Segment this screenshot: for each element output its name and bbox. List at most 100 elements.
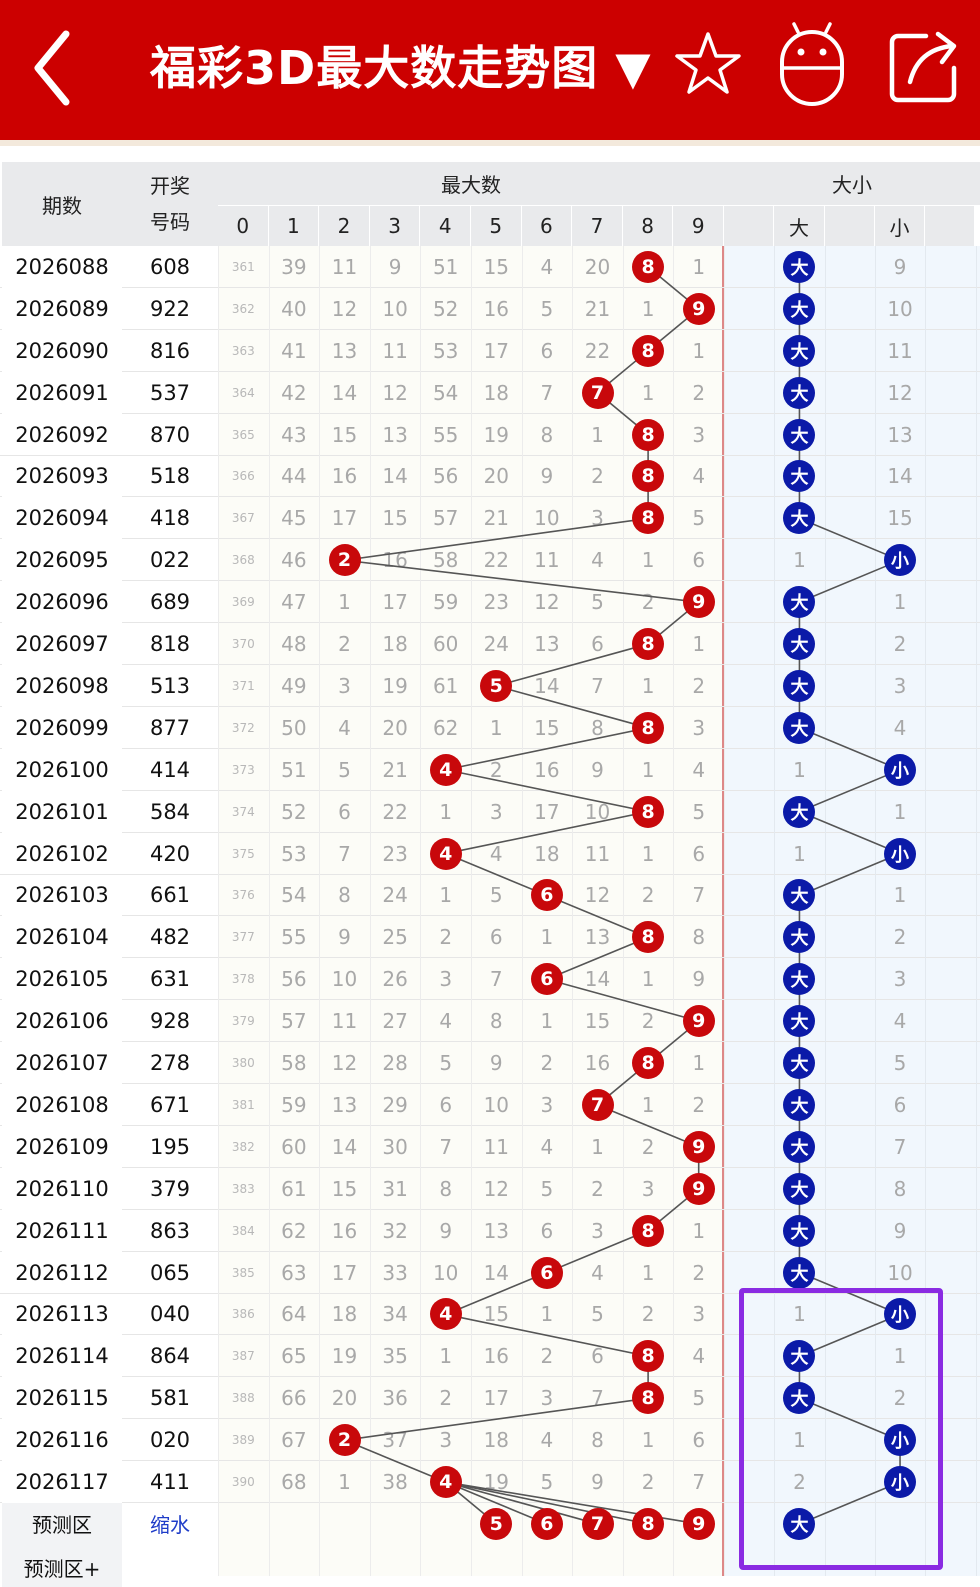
table-draw: 414 <box>149 757 191 782</box>
miss-small: 10 <box>887 296 913 321</box>
miss-count: 4 <box>540 1134 554 1159</box>
miss-small: 13 <box>887 422 913 447</box>
miss-count: 3 <box>439 1428 453 1453</box>
miss-count: 21 <box>584 296 611 321</box>
robot-icon[interactable] <box>776 22 848 112</box>
miss-small: 2 <box>893 925 907 950</box>
header-digit-0: 0 <box>218 206 269 246</box>
miss-small: 3 <box>893 673 907 698</box>
miss-count: 52 <box>281 799 307 824</box>
max-digit-ball: 9 <box>682 1005 715 1038</box>
miss-count: 6 <box>692 841 706 866</box>
predict-digit-ball[interactable]: 5 <box>480 1507 513 1540</box>
miss-count: 16 <box>331 464 358 489</box>
row-divider <box>0 370 980 372</box>
section-divider <box>722 246 724 1576</box>
size-big-ball: 大 <box>783 586 816 619</box>
miss-count: 370 <box>231 637 255 652</box>
miss-count: 12 <box>534 590 560 615</box>
miss-count: 5 <box>540 1470 554 1495</box>
share-icon[interactable] <box>886 22 966 108</box>
miss-count: 1 <box>489 715 503 740</box>
miss-count: 4 <box>591 1260 604 1285</box>
table-draw: 420 <box>149 841 191 866</box>
max-digit-ball: 9 <box>682 292 715 325</box>
miss-count: 382 <box>231 1139 255 1154</box>
miss-count: 8 <box>489 1009 503 1034</box>
miss-count: 3 <box>540 1386 554 1411</box>
miss-count: 20 <box>483 464 510 489</box>
max-trend-line <box>445 1271 548 1316</box>
column-divider <box>622 246 624 1576</box>
miss-count: 3 <box>439 967 453 992</box>
star-icon[interactable] <box>672 22 744 102</box>
max-trend-line <box>445 852 548 897</box>
max-digit-ball: 9 <box>682 1172 715 1205</box>
table-period: 2026116 <box>2 1419 122 1462</box>
table-draw: 631 <box>149 967 191 992</box>
page-title[interactable]: 福彩3D最大数走势图 ▼ <box>150 41 652 95</box>
table-period: 2026091 <box>2 371 122 414</box>
predict-digit-ball[interactable]: 8 <box>632 1507 665 1540</box>
miss-count: 9 <box>591 757 604 782</box>
miss-count: 364 <box>231 385 255 400</box>
miss-count: 7 <box>338 841 351 866</box>
back-arrow-icon[interactable] <box>30 28 90 108</box>
miss-count: 367 <box>231 511 255 526</box>
predict-digit-ball[interactable]: 6 <box>530 1507 563 1540</box>
miss-count: 9 <box>591 1470 604 1495</box>
miss-count: 2 <box>692 673 706 698</box>
row-divider <box>0 538 980 540</box>
table-period: 2026106 <box>2 1000 122 1043</box>
miss-count: 18 <box>534 841 560 866</box>
miss-count: 4 <box>692 1344 706 1369</box>
miss-count: 13 <box>584 925 611 950</box>
row-divider <box>0 622 980 624</box>
header-digit-8: 8 <box>622 206 674 246</box>
max-trend-line <box>344 559 699 603</box>
predict-size-ball[interactable]: 大 <box>783 1507 816 1540</box>
miss-count: 2 <box>540 1344 554 1369</box>
miss-count: 22 <box>382 799 408 824</box>
max-digit-ball: 6 <box>530 963 563 996</box>
column-divider <box>268 246 270 1576</box>
miss-count: 15 <box>331 422 358 447</box>
column-divider <box>874 246 876 1576</box>
header-draw-line2: 号码 <box>150 210 190 234</box>
header-max-group: 最大数 <box>218 162 724 206</box>
miss-count: 58 <box>281 1051 307 1076</box>
row-divider <box>0 957 980 959</box>
max-trend-line <box>445 768 649 813</box>
miss-count: 12 <box>331 1051 358 1076</box>
size-small-ball: 小 <box>884 837 917 870</box>
row-divider <box>0 999 980 1001</box>
miss-count: 53 <box>281 841 307 866</box>
miss-count: 18 <box>331 1302 358 1327</box>
miss-count: 57 <box>281 1009 307 1034</box>
miss-count: 5 <box>692 1386 706 1411</box>
miss-count: 27 <box>382 1009 408 1034</box>
table-period: 2026094 <box>2 497 122 540</box>
max-trend-line <box>546 1229 649 1274</box>
miss-count: 385 <box>231 1265 255 1280</box>
miss-count: 1 <box>692 254 706 279</box>
miss-count: 43 <box>281 422 307 447</box>
table-draw: 379 <box>149 1176 191 1201</box>
predict-shrink-link[interactable]: 缩水 <box>150 1513 190 1538</box>
size-big-ball: 大 <box>783 1172 816 1205</box>
size-big-ball: 大 <box>783 1340 816 1373</box>
miss-count: 1 <box>338 1470 351 1495</box>
row-divider <box>0 412 980 414</box>
predict-digit-ball[interactable]: 7 <box>581 1507 614 1540</box>
miss-small: 1 <box>893 590 907 615</box>
miss-count: 7 <box>692 883 706 908</box>
max-digit-ball: 8 <box>632 460 665 493</box>
size-small-ball: 小 <box>884 753 917 786</box>
predict-digit-ball[interactable]: 9 <box>682 1507 715 1540</box>
miss-small: 1 <box>893 1344 907 1369</box>
max-digit-ball: 8 <box>632 711 665 744</box>
column-divider <box>521 246 523 1576</box>
table-period: 2026103 <box>2 874 122 917</box>
table-draw: 195 <box>149 1134 191 1159</box>
